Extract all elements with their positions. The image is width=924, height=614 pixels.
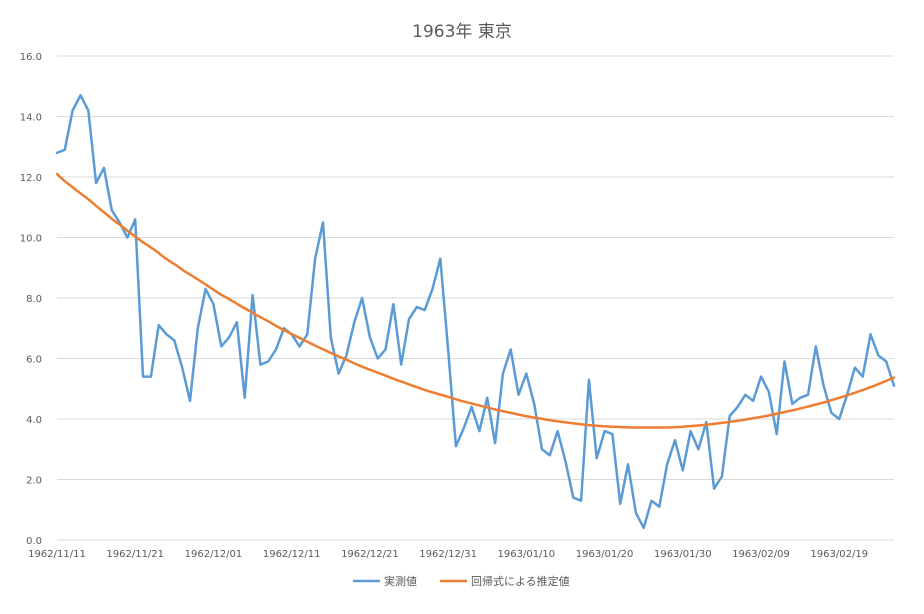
y-tick-label: 12.0 xyxy=(20,173,42,184)
x-tick-label: 1963/01/30 xyxy=(654,549,712,560)
x-tick-label: 1962/12/01 xyxy=(185,549,243,560)
y-tick-label: 16.0 xyxy=(20,52,42,63)
x-tick-label: 1963/02/19 xyxy=(810,549,868,560)
x-axis: 1962/11/11 1962/11/21 1962/12/01 1962/12/11… xyxy=(28,549,868,560)
series-line-2 xyxy=(55,172,896,429)
chart-title: 1963年 東京 xyxy=(412,22,512,42)
y-axis: 0.0 2.0 4.0 6.0 8.0 10.0 12.0 14.0 16.0 xyxy=(20,52,42,547)
y-tick-label: 8.0 xyxy=(26,294,42,305)
y-tick-label: 4.0 xyxy=(26,415,42,426)
legend: 実測値 回帰式による推定値 xyxy=(353,574,570,588)
legend-label: 実測値 xyxy=(384,574,417,588)
y-tick-label: 6.0 xyxy=(26,355,42,366)
y-tick-label: 0.0 xyxy=(26,536,42,547)
y-tick-label: 2.0 xyxy=(26,476,42,487)
grid xyxy=(57,55,894,541)
x-tick-label: 1963/01/10 xyxy=(498,549,556,560)
legend-label: 回帰式による推定値 xyxy=(471,574,570,588)
series-line-1 xyxy=(55,94,896,530)
x-tick-label: 1962/12/31 xyxy=(419,549,477,560)
x-tick-label: 1962/12/11 xyxy=(263,549,321,560)
x-tick-label: 1962/12/21 xyxy=(341,549,399,560)
plot-area xyxy=(55,94,896,530)
x-tick-label: 1962/11/11 xyxy=(28,549,86,560)
y-tick-label: 14.0 xyxy=(20,113,42,124)
y-tick-label: 10.0 xyxy=(20,234,42,245)
x-tick-label: 1963/01/20 xyxy=(576,549,634,560)
x-tick-label: 1962/11/21 xyxy=(106,549,164,560)
x-tick-label: 1963/02/09 xyxy=(732,549,790,560)
